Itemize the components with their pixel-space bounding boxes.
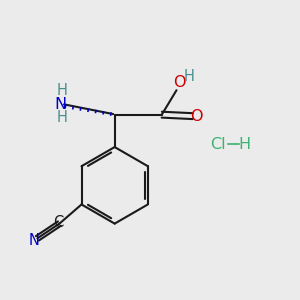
Text: H: H bbox=[56, 83, 67, 98]
Text: O: O bbox=[190, 109, 203, 124]
Text: N: N bbox=[54, 97, 66, 112]
Text: N: N bbox=[28, 233, 39, 248]
Text: O: O bbox=[173, 75, 186, 90]
Text: Cl: Cl bbox=[210, 136, 226, 152]
Text: H: H bbox=[238, 136, 250, 152]
Text: H: H bbox=[184, 69, 195, 84]
Text: H: H bbox=[56, 110, 67, 125]
Text: C: C bbox=[53, 214, 63, 230]
